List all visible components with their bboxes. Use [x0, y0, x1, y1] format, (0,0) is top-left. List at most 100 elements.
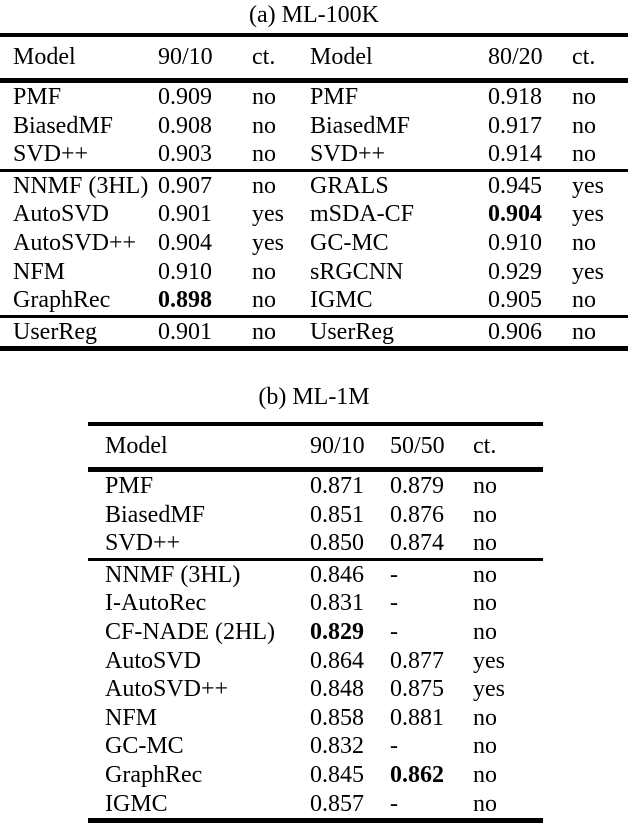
cell-rmse: 0.850 — [310, 530, 364, 557]
cell-ct: no — [252, 258, 276, 285]
cell-rmse: 0.909 — [158, 84, 212, 110]
cell-rmse: 0.857 — [310, 790, 364, 817]
cell-ct: yes — [572, 172, 604, 199]
cell-model: GraphRec — [13, 287, 111, 314]
cell-ct: no — [473, 790, 497, 817]
cell-ct: no — [473, 761, 497, 788]
table-row: AutoSVD 0.901 yes mSDA-CF 0.904 yes — [0, 200, 628, 229]
cell-ct: no — [252, 287, 276, 314]
cell-model: AutoSVD — [105, 647, 202, 674]
cell-rmse: 0.908 — [158, 112, 212, 139]
cell-rmse: 0.864 — [310, 647, 364, 674]
cell-ct: no — [473, 473, 497, 499]
cell-rmse-best: 0.829 — [310, 618, 364, 645]
cell-rmse-best: 0.898 — [158, 287, 212, 314]
cell-rmse: 0.881 — [390, 704, 444, 731]
cell-ct: no — [473, 530, 497, 557]
table-row: IGMC 0.857 - no — [88, 790, 543, 821]
cell-ct: no — [473, 704, 497, 731]
cell-rmse: 0.851 — [310, 501, 364, 528]
header-split-90-10: 90/10 — [158, 44, 213, 70]
table-row: AutoSVD 0.864 0.877 yes — [88, 647, 543, 676]
cell-ct: no — [473, 733, 497, 760]
table-row: BiasedMF 0.908 no BiasedMF 0.917 no — [0, 112, 628, 141]
cell-ct: no — [252, 112, 276, 139]
cell-rmse: - — [390, 590, 398, 617]
header-model: Model — [105, 433, 168, 459]
table-row: AutoSVD++ 0.848 0.875 yes — [88, 675, 543, 704]
cell-rmse: 0.918 — [488, 84, 542, 110]
cell-rmse: - — [390, 790, 398, 817]
table-row: I-AutoRec 0.831 - no — [88, 589, 543, 618]
table-b-header-row: Model 90/10 50/50 ct. — [88, 424, 543, 470]
header-ct-left: ct. — [252, 44, 276, 70]
cell-rmse: 0.875 — [390, 676, 444, 703]
table-row: SVD++ 0.903 no SVD++ 0.914 no — [0, 140, 628, 170]
cell-rmse-best: 0.904 — [488, 201, 542, 228]
cell-model: mSDA-CF — [310, 201, 415, 228]
cell-model: NFM — [13, 258, 66, 285]
cell-rmse: 0.907 — [158, 172, 212, 199]
header-model-left: Model — [13, 44, 76, 70]
header-split-50-50: 50/50 — [390, 433, 445, 459]
table-row: NNMF (3HL) 0.846 - no — [88, 559, 543, 589]
header-split-90-10: 90/10 — [310, 433, 365, 459]
cell-rmse: 0.901 — [158, 201, 212, 228]
cell-model: AutoSVD++ — [13, 229, 137, 256]
cell-ct: yes — [572, 201, 604, 228]
cell-ct: no — [572, 229, 596, 256]
cell-model: BiasedMF — [310, 112, 411, 139]
cell-rmse: 0.871 — [310, 473, 364, 499]
cell-model: CF-NADE (2HL) — [105, 618, 275, 645]
cell-rmse: - — [390, 618, 398, 645]
table-row: GraphRec 0.845 0.862 no — [88, 761, 543, 790]
cell-model: AutoSVD++ — [105, 676, 229, 703]
cell-rmse: 0.917 — [488, 112, 542, 139]
cell-rmse: 0.901 — [158, 318, 212, 345]
cell-model: IGMC — [310, 287, 373, 314]
cell-model: NFM — [105, 704, 158, 731]
table-a-header-row: Model 90/10 ct. Model 80/20 ct. — [0, 35, 628, 81]
cell-model: SVD++ — [310, 141, 386, 168]
cell-model: sRGCNN — [310, 258, 404, 285]
cell-rmse: - — [390, 561, 398, 588]
cell-model: NNMF (3HL) — [105, 561, 241, 588]
header-ct-right: ct. — [572, 44, 596, 70]
cell-model: UserReg — [13, 318, 97, 345]
cell-ct: no — [252, 318, 276, 345]
cell-rmse: 0.906 — [488, 318, 542, 345]
table-row: NFM 0.858 0.881 no — [88, 704, 543, 733]
cell-rmse: 0.914 — [488, 141, 542, 168]
table-row: AutoSVD++ 0.904 yes GC-MC 0.910 no — [0, 229, 628, 258]
cell-model: BiasedMF — [13, 112, 114, 139]
cell-model: I-AutoRec — [105, 590, 207, 617]
cell-rmse: 0.846 — [310, 561, 364, 588]
cell-rmse: 0.845 — [310, 761, 364, 788]
cell-model: PMF — [13, 84, 62, 110]
cell-model: GraphRec — [105, 761, 203, 788]
cell-rmse: 0.877 — [390, 647, 444, 674]
cell-rmse: 0.832 — [310, 733, 364, 760]
table-row: NNMF (3HL) 0.907 no GRALS 0.945 yes — [0, 170, 628, 200]
cell-ct: no — [572, 287, 596, 314]
table-b-ml1m: Model 90/10 50/50 ct. PMF 0.871 0.879 no… — [88, 422, 543, 824]
cell-ct: yes — [572, 258, 604, 285]
table-row: UserReg 0.901 no UserReg 0.906 no — [0, 316, 628, 349]
cell-ct: no — [572, 141, 596, 168]
cell-ct: yes — [252, 201, 284, 228]
table-a-ml100k: Model 90/10 ct. Model 80/20 ct. PMF 0.90… — [0, 33, 628, 352]
cell-model: UserReg — [310, 318, 394, 345]
cell-rmse: 0.904 — [158, 229, 212, 256]
table-row: CF-NADE (2HL) 0.829 - no — [88, 618, 543, 647]
cell-model: IGMC — [105, 790, 168, 817]
cell-model: BiasedMF — [105, 501, 206, 528]
cell-rmse: 0.910 — [488, 229, 542, 256]
table-row: PMF 0.871 0.879 no — [88, 470, 543, 501]
cell-ct: no — [473, 561, 497, 588]
cell-model: SVD++ — [13, 141, 89, 168]
cell-ct: no — [473, 501, 497, 528]
cell-model: PMF — [105, 473, 154, 499]
cell-rmse: 0.831 — [310, 590, 364, 617]
table-row: PMF 0.909 no PMF 0.918 no — [0, 81, 628, 112]
